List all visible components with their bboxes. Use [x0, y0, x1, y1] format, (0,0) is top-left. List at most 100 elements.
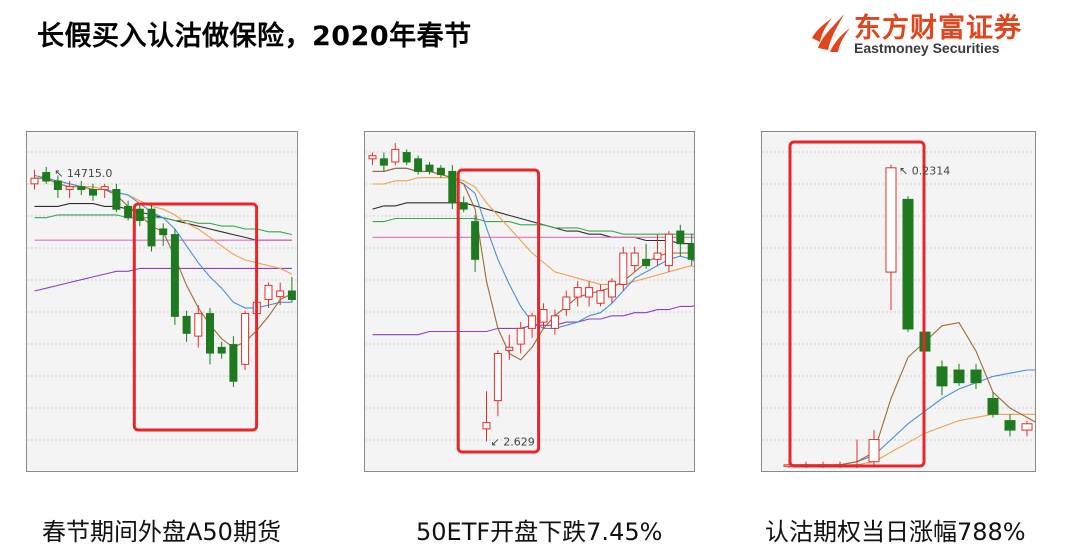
candle-body	[229, 344, 238, 382]
candle	[425, 161, 434, 175]
candle	[194, 305, 203, 348]
candle	[970, 363, 982, 389]
candle-body	[65, 186, 74, 190]
candle	[619, 246, 628, 291]
candle-body	[42, 172, 51, 182]
candle-body	[482, 422, 491, 430]
candle	[159, 223, 168, 246]
candle-body	[607, 280, 616, 298]
brand-logo: 东方财富证券 Eastmoney Securities	[808, 6, 1048, 60]
candle-body	[676, 230, 685, 245]
candle-body	[448, 170, 457, 204]
annotation-low: ↙ 2.629	[491, 435, 535, 448]
candle-body	[596, 290, 605, 304]
candle-body	[970, 369, 982, 384]
candle	[30, 169, 39, 190]
candle-body	[516, 327, 525, 345]
candle	[953, 363, 965, 386]
candle	[100, 183, 109, 198]
candle	[676, 224, 685, 257]
candle	[459, 196, 468, 213]
candle-body	[902, 198, 914, 330]
candle	[585, 281, 594, 307]
candlestick-chart-a50: ↖ 14715.0	[27, 151, 297, 441]
candle-body	[100, 186, 109, 190]
candle-body	[112, 188, 121, 210]
highlight-box	[788, 140, 926, 468]
highlight-box	[132, 202, 259, 432]
candle	[868, 430, 880, 465]
candle-body	[562, 296, 571, 311]
candle	[885, 164, 897, 310]
logo-text-en: Eastmoney Securities	[854, 40, 1000, 56]
candle-body	[539, 309, 548, 323]
candle-body	[585, 287, 594, 298]
annotation-high: ↖ 0.2314	[899, 165, 950, 178]
chart-panel-a50: ↖ 14715.0	[26, 131, 298, 472]
candle-body	[1021, 423, 1033, 431]
candle	[414, 155, 423, 175]
candle-body	[206, 313, 214, 354]
moving-average-line	[372, 177, 694, 285]
candle	[368, 152, 377, 166]
candle	[147, 203, 156, 252]
candle-body	[630, 252, 639, 267]
gridlines	[27, 151, 297, 441]
candle	[217, 341, 226, 359]
candle	[287, 276, 296, 303]
candle-body	[425, 164, 434, 172]
candlestick-chart-put-option: ↖ 0.2314	[762, 140, 1035, 468]
candle	[505, 334, 514, 360]
candle	[264, 282, 273, 308]
candle	[482, 391, 491, 442]
candle	[573, 281, 582, 307]
candle-body	[505, 346, 514, 351]
gridlines	[762, 151, 1035, 441]
candle	[402, 149, 411, 166]
candle	[124, 200, 133, 221]
logo-text-cn: 东方财富证券	[854, 13, 1022, 44]
flame-logo-icon	[812, 14, 850, 52]
candle-body	[550, 315, 559, 329]
candle	[642, 243, 651, 269]
candle-body	[53, 180, 62, 190]
gridlines	[365, 151, 694, 441]
candle-body	[953, 369, 965, 384]
candle	[112, 183, 121, 213]
candle-body	[170, 234, 179, 317]
candle	[241, 310, 250, 370]
candle-body	[391, 148, 400, 163]
candle-body	[264, 284, 273, 300]
candle	[539, 303, 548, 329]
candle	[206, 307, 214, 365]
candle	[182, 310, 191, 342]
candle	[630, 246, 639, 272]
candle-body	[987, 397, 999, 415]
candle-body	[653, 252, 662, 260]
candle-body	[528, 315, 537, 329]
candle-body	[402, 152, 411, 163]
moving-average-line	[789, 369, 1035, 466]
candle-body	[182, 315, 191, 334]
caption-50etf: 50ETF开盘下跌7.45%	[416, 518, 663, 546]
candle	[550, 309, 559, 335]
page-title: 长假买入认沽做保险，2020年春节	[37, 21, 472, 52]
candle-body	[436, 167, 445, 176]
candle-body	[936, 366, 948, 387]
caption-put-option: 认沽期权当日涨幅788%	[765, 518, 1026, 546]
candle	[53, 175, 62, 198]
candle-body	[276, 290, 285, 298]
candle-body	[124, 205, 133, 219]
candle-body	[287, 290, 296, 300]
candle	[987, 392, 999, 418]
candle	[379, 152, 388, 172]
candle-body	[885, 167, 897, 273]
candle-body	[868, 439, 880, 463]
moving-average-line	[34, 267, 292, 292]
caption-a50: 春节期间外盘A50期货	[42, 518, 281, 546]
candle	[276, 282, 285, 306]
candle-body	[619, 252, 628, 285]
candle	[229, 336, 238, 387]
candle-body	[379, 158, 388, 166]
chart-panel-50etf: ↙ 2.629	[364, 131, 695, 472]
